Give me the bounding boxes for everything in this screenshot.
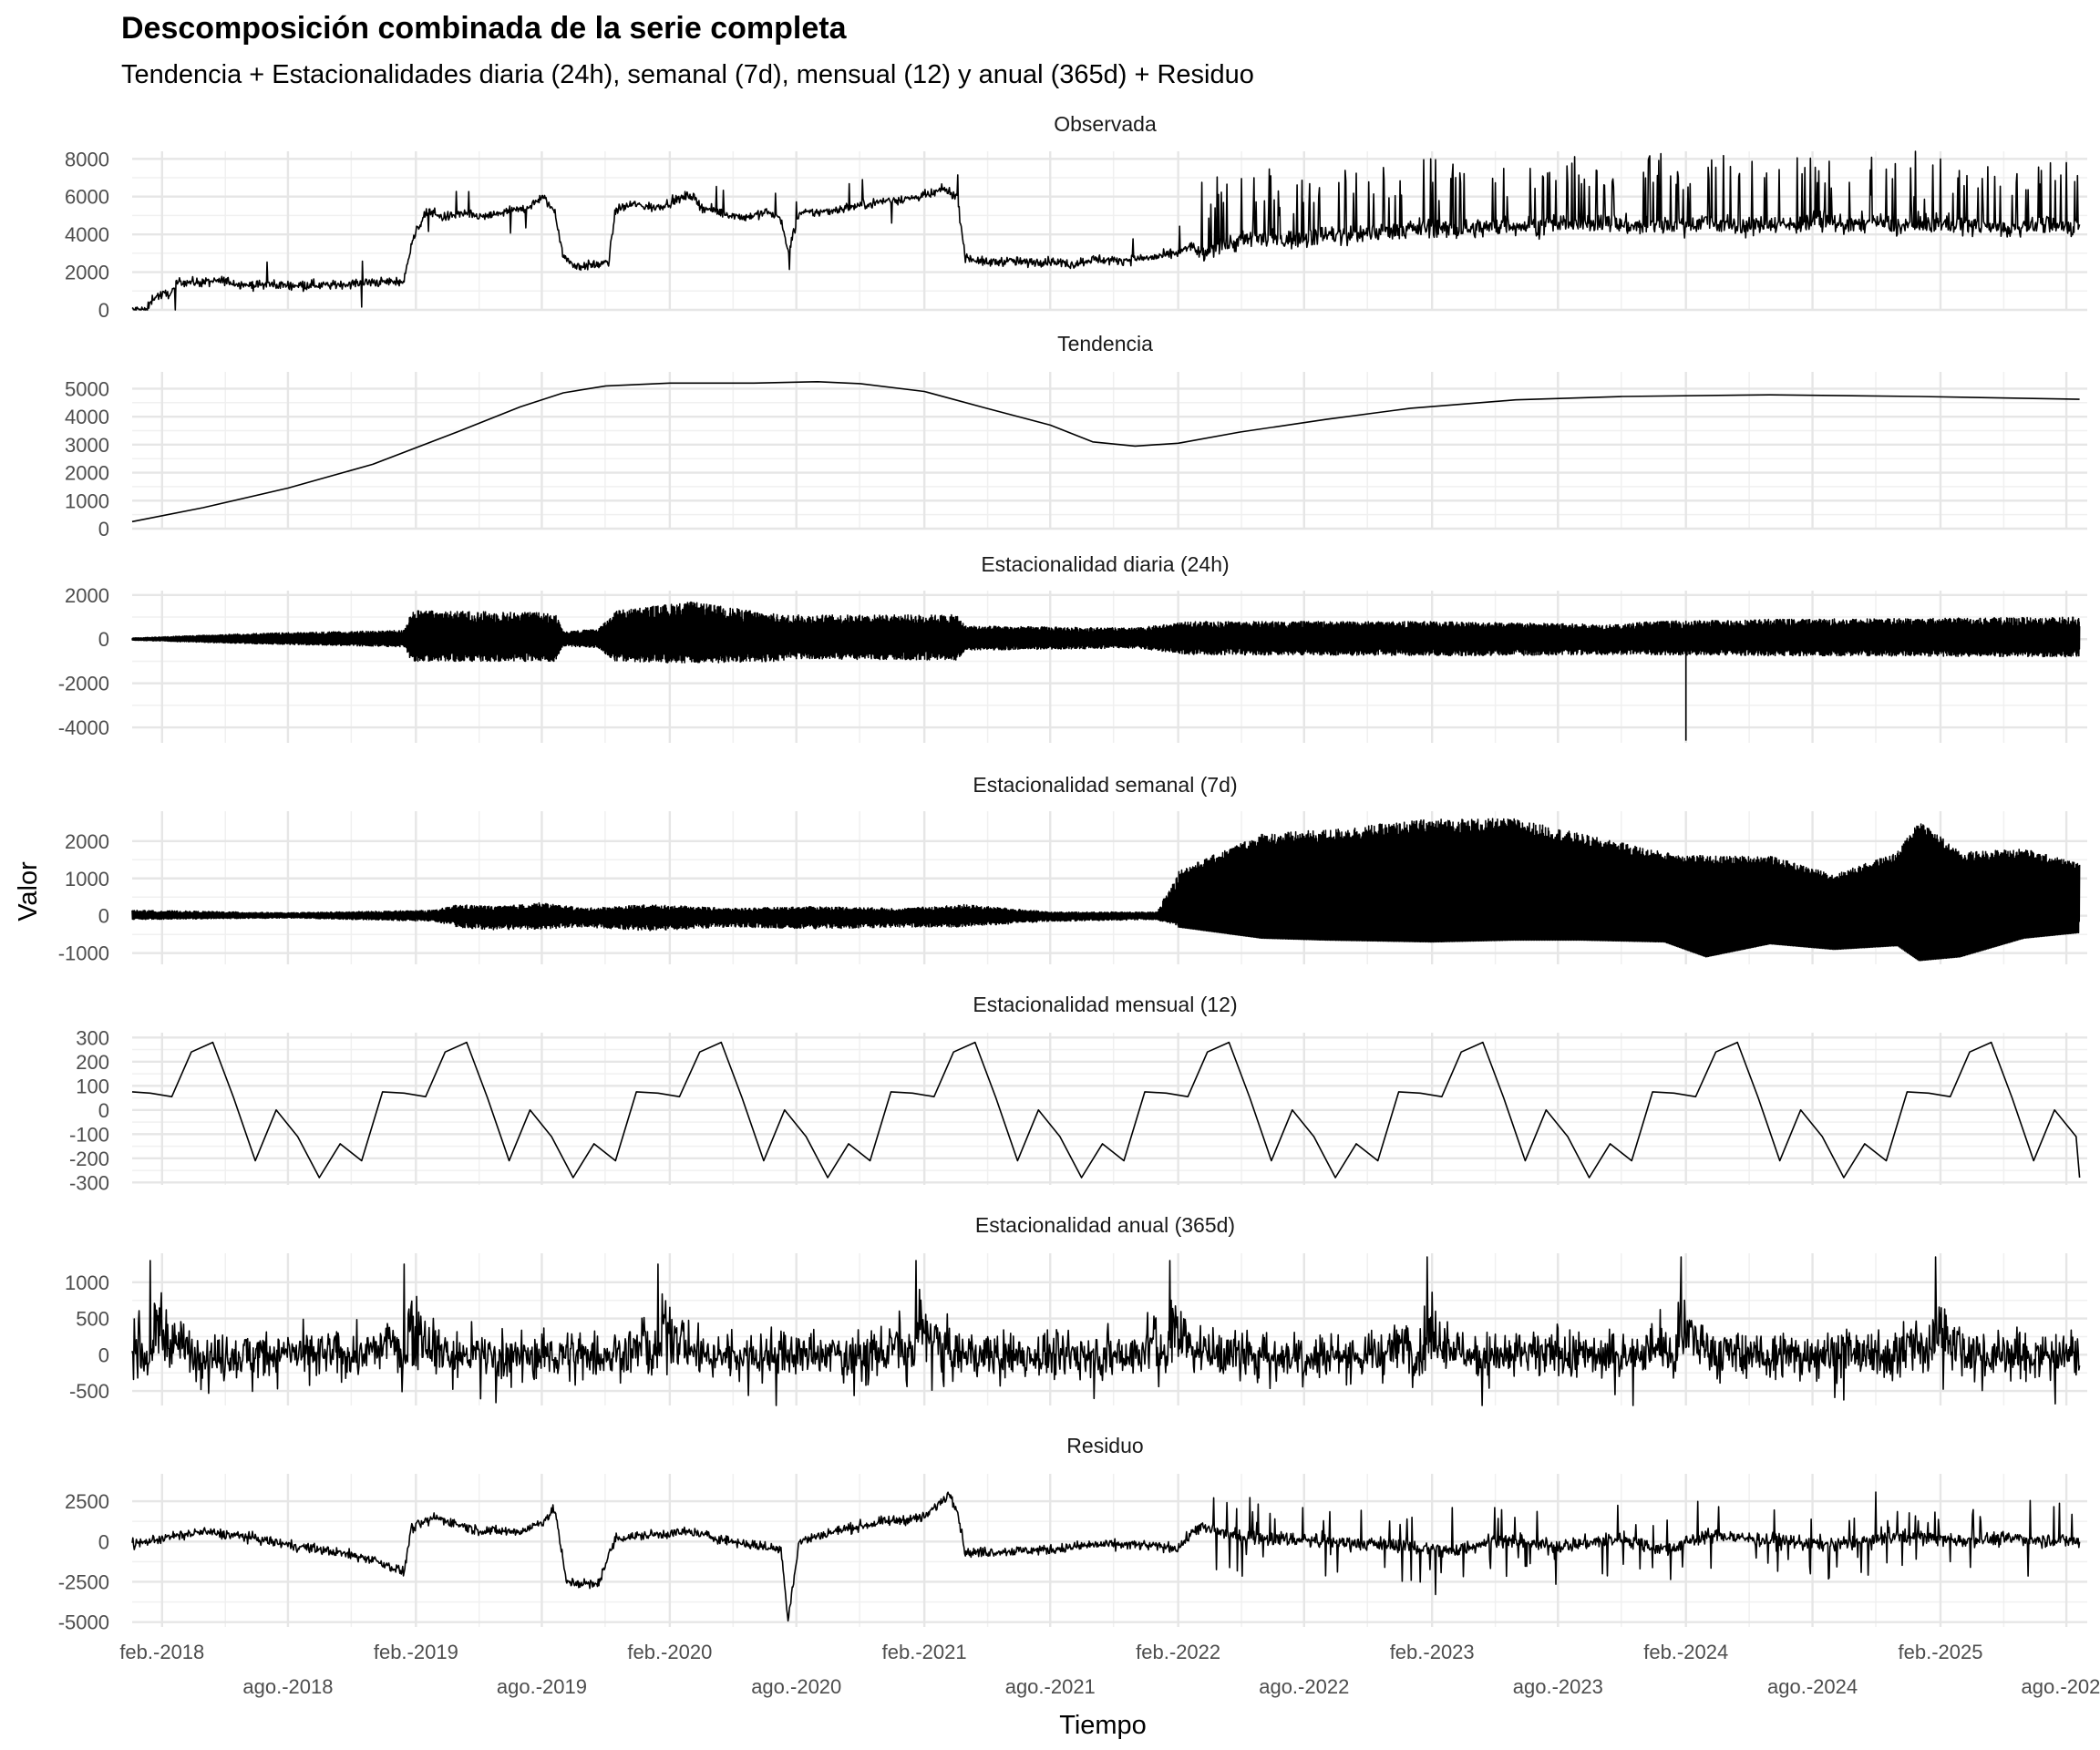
- x-tick-label: feb.-2024: [1643, 1641, 1728, 1663]
- y-tick-label: -300: [69, 1171, 109, 1194]
- panel-2: Tendencia 0 1000 2000 3000 4000 5000: [65, 332, 2087, 540]
- panel-3: Estacionalidad diaria (24h) -4000 -2000 0 20…: [58, 552, 2087, 743]
- y-axis-title: Valor: [14, 861, 43, 921]
- y-tick-label: 1000: [65, 868, 109, 890]
- y-tick-label: 0: [98, 1530, 109, 1553]
- series-line: [131, 381, 2080, 523]
- y-tick-label: -2500: [58, 1570, 109, 1593]
- x-tick-label: feb.-2022: [1136, 1641, 1220, 1663]
- y-tick-label: -2000: [58, 673, 109, 695]
- x-tick-label: ago.-2024: [1767, 1675, 1858, 1698]
- x-tick-label: feb.-2019: [374, 1641, 458, 1663]
- y-tick-label: 2500: [65, 1490, 109, 1513]
- y-tick-label: 1000: [65, 1271, 109, 1294]
- y-tick-label: -200: [69, 1148, 109, 1170]
- x-tick-label: feb.-2018: [119, 1641, 204, 1663]
- chart-subtitle: Tendencia + Estacionalidades diaria (24h…: [121, 60, 1254, 89]
- x-tick-label: ago.-2023: [1513, 1675, 1603, 1698]
- panel-title: Estacionalidad diaria (24h): [981, 552, 1229, 576]
- panel-5: Estacionalidad mensual (12) -300-200-1000…: [69, 993, 2087, 1194]
- y-tick-label: 4000: [65, 406, 109, 428]
- y-tick-label: 200: [76, 1051, 109, 1074]
- x-tick-label: feb.-2023: [1390, 1641, 1475, 1663]
- y-tick-label: 5000: [65, 377, 109, 400]
- y-tick-label: -1000: [58, 942, 109, 965]
- y-tick-label: 6000: [65, 186, 109, 209]
- y-tick-label: 4000: [65, 223, 109, 246]
- y-tick-label: 0: [98, 1099, 109, 1122]
- y-tick-label: 300: [76, 1026, 109, 1049]
- y-tick-label: 2000: [65, 584, 109, 607]
- panels-layer: Observada02000400060008000Tendencia01000…: [58, 112, 2087, 1634]
- panel-6: Estacionalidad anual (365d) -500 0 500 1000: [65, 1213, 2087, 1406]
- y-tick-label: 2000: [65, 262, 109, 284]
- y-tick-label: -5000: [58, 1611, 109, 1634]
- panel-title: Estacionalidad anual (365d): [975, 1213, 1235, 1237]
- x-tick-label: ago.-2025: [2022, 1675, 2100, 1698]
- y-tick-label: 100: [76, 1075, 109, 1097]
- y-tick-label: -500: [69, 1380, 109, 1403]
- y-tick-label: 8000: [65, 148, 109, 170]
- x-tick-label: ago.-2021: [1005, 1675, 1096, 1698]
- y-tick-label: 0: [98, 1343, 109, 1366]
- panel-title: Residuo: [1066, 1434, 1143, 1457]
- panel-title: Estacionalidad mensual (12): [973, 993, 1237, 1016]
- y-tick-label: 1000: [65, 489, 109, 512]
- x-tick-label: feb.-2020: [627, 1641, 712, 1663]
- panel-4: Estacionalidad semanal (7d) -1000 0 1000 200…: [58, 773, 2087, 965]
- x-tick-label: feb.-2021: [882, 1641, 967, 1663]
- series-line: [131, 1256, 2081, 1406]
- x-tick-label: ago.-2018: [242, 1675, 333, 1698]
- y-tick-label: 2000: [65, 830, 109, 853]
- series-line: [131, 818, 2081, 962]
- panel-7: Residuo -5000 -2500 0 2500: [58, 1434, 2087, 1634]
- series-line: [131, 601, 2081, 664]
- series-line: [131, 1491, 2081, 1622]
- x-tick-label: ago.-2019: [497, 1675, 587, 1698]
- panel-1: Observada 0 2000 4000 6000 8000: [65, 112, 2087, 322]
- panel-title: Tendencia: [1057, 332, 1153, 355]
- y-tick-label: 0: [98, 628, 109, 651]
- y-tick-label: 500: [76, 1308, 109, 1331]
- series-line: [131, 1041, 2081, 1179]
- series-line: [131, 150, 2081, 311]
- y-tick-label: 0: [98, 518, 109, 540]
- y-tick-label: -4000: [58, 716, 109, 739]
- x-tick-label: feb.-2025: [1899, 1641, 1983, 1663]
- y-tick-label: 0: [98, 299, 109, 322]
- y-tick-label: 0: [98, 905, 109, 928]
- x-tick-label: ago.-2020: [751, 1675, 841, 1698]
- y-tick-label: 2000: [65, 462, 109, 485]
- chart-title: Descomposición combinada de la serie com…: [121, 11, 848, 46]
- y-tick-label: -100: [69, 1123, 109, 1146]
- panel-title: Observada: [1054, 112, 1157, 136]
- x-axis-title: Tiempo: [1059, 1711, 1147, 1740]
- x-tick-label: ago.-2022: [1259, 1675, 1349, 1698]
- panel-title: Estacionalidad semanal (7d): [973, 773, 1237, 797]
- x-axis: feb.-2018 ago.-2018 feb.-2019 ago.-2019 feb.…: [119, 1641, 2100, 1698]
- y-tick-label: 3000: [65, 434, 109, 457]
